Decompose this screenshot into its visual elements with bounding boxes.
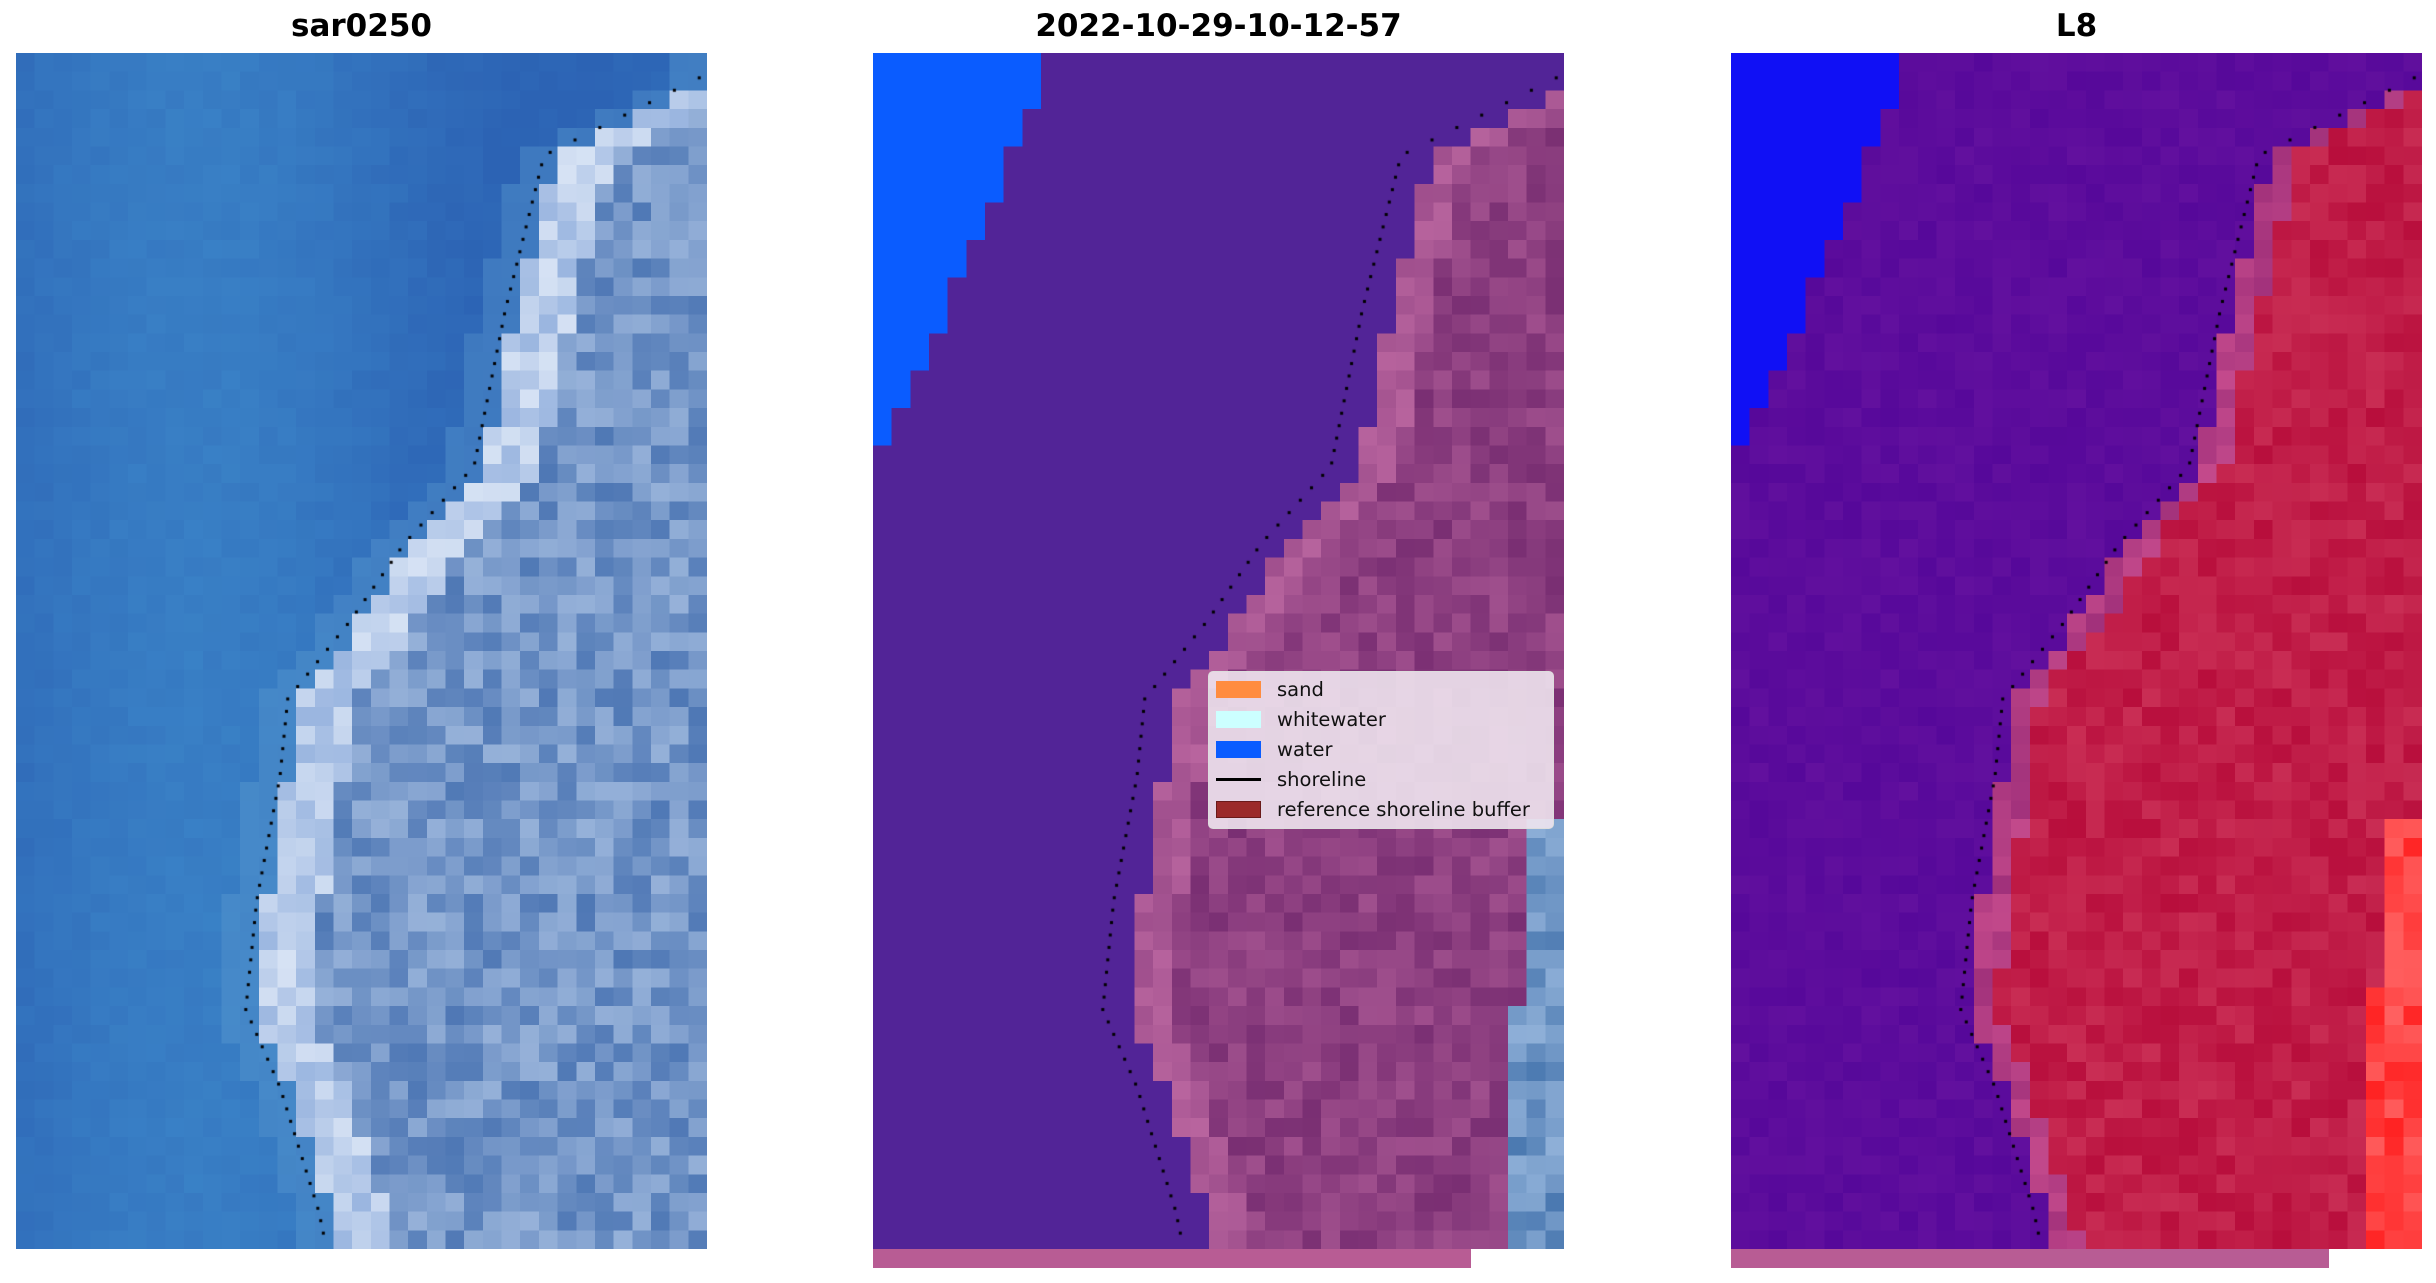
sand-swatch [1216,680,1261,698]
reference-buffer-strip [873,1249,1471,1268]
legend-item-water: water [1216,736,1333,762]
legend-item-shoreline: shoreline [1216,766,1366,792]
water-swatch [1216,740,1261,758]
legend-item-whitewater: whitewater [1216,706,1386,732]
panel-title-rgb: sar0250 [291,8,432,44]
panel-title-index: L8 [2055,8,2098,44]
reference-buffer-swatch [1216,800,1261,818]
shoreline-line-swatch [1216,777,1261,781]
panel-rgb-image [16,53,707,1249]
whitewater-swatch [1216,710,1261,728]
reference-buffer-strip [1731,1249,2329,1268]
legend-label: shoreline [1277,767,1367,791]
panel-index-image [1731,53,2422,1249]
legend-label: sand [1277,677,1324,701]
legend-label: water [1277,737,1333,761]
shoreline-dots [1731,53,2422,1249]
legend-label: whitewater [1277,707,1386,731]
legend-item-sand: sand [1216,676,1324,702]
legend-label: reference shoreline buffer [1277,797,1530,821]
panel-title-classified: 2022-10-29-10-12-57 [1035,8,1402,44]
panel-classified-image [873,53,1564,1249]
shoreline-dots [873,53,1564,1249]
legend: sand whitewater water shoreline referenc… [1208,671,1554,829]
shoreline-dots [16,53,707,1249]
legend-item-reference-buffer: reference shoreline buffer [1216,796,1530,822]
